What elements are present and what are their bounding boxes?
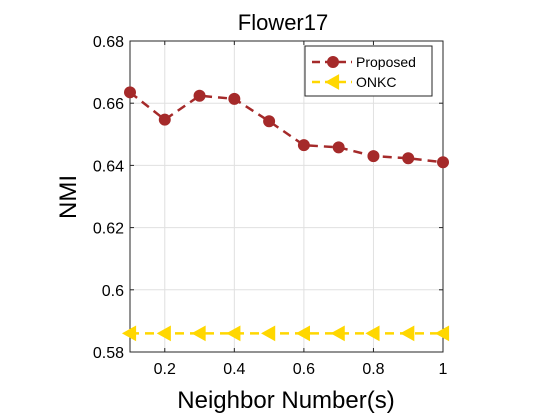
x-tick-label: 0.2 xyxy=(154,361,176,378)
plot-frame xyxy=(129,40,444,353)
series-proposed xyxy=(124,86,449,169)
data-point xyxy=(330,325,345,342)
data-point xyxy=(191,325,206,342)
x-tick-label: 0.6 xyxy=(293,361,315,378)
data-point xyxy=(124,86,136,99)
data-point xyxy=(193,89,206,102)
data-point xyxy=(400,325,415,342)
legend-label: Proposed xyxy=(356,54,416,70)
data-point xyxy=(297,139,310,152)
y-tick-label: 0.6 xyxy=(102,283,124,300)
series xyxy=(121,86,450,342)
data-point xyxy=(402,152,415,165)
data-point xyxy=(226,325,241,342)
legend-item-onkc: ONKC xyxy=(312,74,396,90)
y-tick-label: 0.62 xyxy=(93,221,124,238)
x-tick-label: 0.8 xyxy=(362,361,384,378)
data-point xyxy=(228,92,241,105)
legend-marker xyxy=(324,74,340,90)
y-tick-label: 0.66 xyxy=(93,96,124,113)
data-point xyxy=(367,150,380,163)
data-point xyxy=(121,325,137,342)
y-tick-label: 0.58 xyxy=(93,345,124,362)
y-axis-label: NMI xyxy=(55,175,82,219)
data-point xyxy=(261,325,276,342)
legend-label: ONKC xyxy=(356,74,396,90)
legend-marker xyxy=(327,56,339,68)
legend: Proposed ONKC xyxy=(304,45,433,97)
x-tick-label: 0.4 xyxy=(223,361,245,378)
data-point xyxy=(156,325,171,342)
data-point xyxy=(365,325,380,342)
data-point xyxy=(332,141,345,154)
chart-title: Flower17 xyxy=(238,10,328,35)
legend-box xyxy=(304,45,433,97)
series-onkc xyxy=(121,325,450,342)
x-axis-label: Neighbor Number(s) xyxy=(177,387,394,414)
legend-item-proposed: Proposed xyxy=(312,54,416,70)
axis-ticks: 0.2 0.4 0.6 0.8 1 0.58 0.6 0.62 0.64 0.66 0.68 xyxy=(93,34,448,378)
data-point xyxy=(263,115,276,128)
data-point xyxy=(434,325,450,342)
y-tick-label: 0.68 xyxy=(93,34,124,51)
x-tick-label: 1 xyxy=(439,361,448,378)
series-line xyxy=(129,91,444,164)
data-point xyxy=(437,156,449,169)
data-point xyxy=(295,325,310,342)
data-point xyxy=(158,113,171,126)
y-tick-label: 0.64 xyxy=(93,158,124,175)
